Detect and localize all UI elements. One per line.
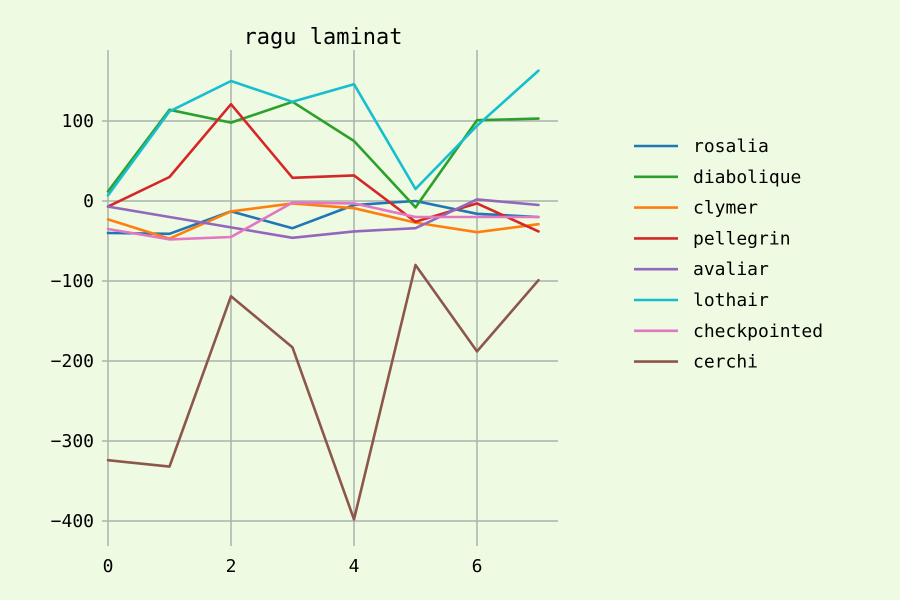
y-tick-label: −200 (51, 351, 94, 372)
y-axis-ticks: 100 0 −100 −200 −300 −400 (51, 111, 94, 532)
legend-label: lothair (693, 290, 769, 311)
y-tick-label: −100 (51, 271, 94, 292)
y-tick-label: −400 (51, 511, 94, 532)
x-tick-label: 2 (226, 556, 237, 577)
legend: rosalia diabolique clymer pellegrin avaliar l… (634, 136, 823, 373)
legend-item-clymer: clymer (634, 198, 758, 219)
legend-label: checkpointed (693, 321, 823, 342)
legend-item-pellegrin: pellegrin (634, 228, 791, 249)
legend-label: pellegrin (693, 228, 791, 249)
series-line-pellegrin (106, 102, 540, 233)
legend-item-cerchi: cerchi (634, 352, 758, 373)
legend-item-avaliar: avaliar (634, 259, 769, 280)
series-line-rosalia (106, 199, 540, 236)
series-line-diabolique (106, 100, 540, 209)
grid (102, 50, 558, 546)
x-tick-label: 4 (349, 556, 360, 577)
y-tick-label: 100 (61, 111, 94, 132)
chart-title: ragu laminat (244, 25, 403, 50)
x-tick-label: 0 (103, 556, 114, 577)
legend-item-diabolique: diabolique (634, 167, 801, 188)
legend-item-lothair: lothair (634, 290, 769, 311)
series-line-checkpointed (106, 201, 540, 241)
series-line-clymer (106, 202, 540, 240)
legend-label: clymer (693, 198, 758, 219)
series-line-cerchi (106, 263, 540, 521)
series-line-avaliar (106, 198, 540, 240)
legend-item-checkpointed: checkpointed (634, 321, 823, 342)
y-tick-label: −300 (51, 431, 94, 452)
legend-label: diabolique (693, 167, 801, 188)
legend-label: rosalia (693, 136, 769, 157)
legend-label: cerchi (693, 352, 758, 373)
legend-item-rosalia: rosalia (634, 136, 769, 157)
legend-label: avaliar (693, 259, 769, 280)
y-tick-label: 0 (83, 191, 94, 212)
series-line-lothair (106, 69, 540, 197)
x-axis-ticks: 0 2 4 6 (103, 556, 483, 577)
series-lines (106, 69, 540, 521)
x-tick-label: 6 (472, 556, 483, 577)
